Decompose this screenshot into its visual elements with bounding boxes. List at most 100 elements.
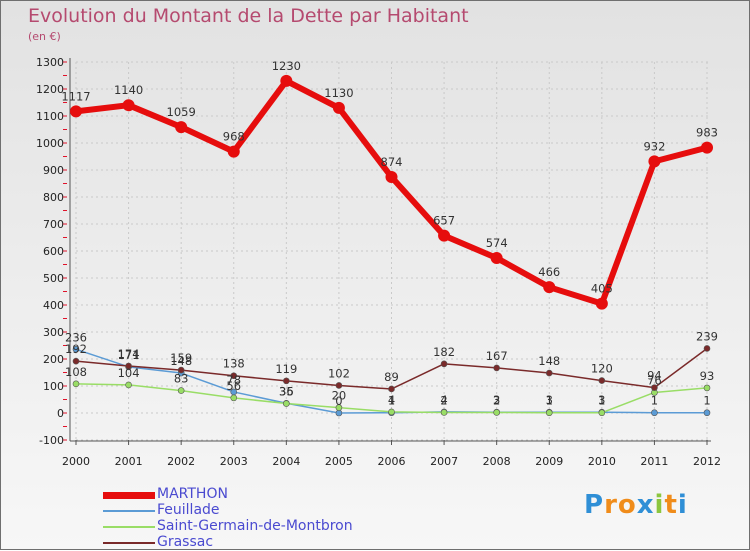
y-tick-label: 1000 [36,137,64,150]
data-label: 104 [118,366,140,380]
y-tick-label: 600 [43,245,64,258]
data-point [703,409,711,417]
legend-swatch [103,491,155,499]
data-point [175,121,188,134]
logo-letter: r [604,490,618,520]
data-point [122,99,135,112]
data-label-layer: 1117 114010599681230113087465757446640593… [61,59,718,408]
legend-label: Saint-Germain-de-Montbron [157,518,353,534]
data-label: 1230 [272,59,301,73]
data-label: 0 [335,394,342,408]
y-tick-label: 800 [43,191,64,204]
data-label: 1140 [114,83,143,97]
data-point [388,385,395,393]
x-tick-label: 2004 [272,455,300,468]
logo-letter: t [664,490,678,520]
data-label: 1 [703,394,710,408]
data-label: 148 [170,354,192,368]
data-point [335,404,343,411]
axis-layer: -100010020030040050060070080090010001100… [36,56,721,468]
chart-title: Evolution du Montant de la Dette par Hab… [28,5,469,27]
data-point [493,409,500,416]
data-point [651,384,658,391]
data-point [230,394,238,402]
series-layer [70,74,713,417]
data-point [595,297,608,310]
x-tick-label: 2007 [430,455,458,468]
data-label: 405 [591,282,613,296]
data-label: 83 [174,372,189,386]
data-label: 148 [538,354,560,368]
data-point [703,345,711,352]
y-tick-label: 100 [43,380,64,393]
data-point [335,382,343,389]
data-label: 2 [493,393,500,407]
data-label: 3 [546,393,553,407]
data-point [125,381,132,389]
data-point [125,362,132,370]
data-point [493,364,500,372]
y-tick-label: 400 [43,299,64,312]
logo-letter: i [654,490,665,520]
legend-swatch [103,542,155,544]
data-label: 239 [696,329,718,343]
data-point [227,145,240,158]
x-tick-label: 2005 [325,455,353,468]
legend-label: MARTHON [157,486,228,502]
y-tick-label: 200 [43,353,64,366]
data-label: 119 [275,362,297,376]
data-label: 1 [598,394,605,408]
data-label: 1 [388,394,395,408]
data-point [280,74,293,87]
data-point [701,141,713,154]
data-point [177,366,185,374]
y-tick-label: 0 [57,407,64,420]
data-point [598,409,606,417]
data-label: 108 [65,365,87,379]
data-point [72,345,80,353]
legend-swatch [103,510,155,512]
legend-swatch [103,526,155,528]
data-label: 56 [226,379,241,393]
x-tick-label: 2010 [588,455,616,468]
y-tick-label: 1100 [36,110,64,123]
data-label: 466 [538,265,560,279]
data-label: 192 [65,342,87,356]
data-point [545,409,553,417]
x-tick-label: 2006 [378,455,406,468]
data-label: 35 [279,385,294,399]
data-label: 574 [486,236,508,250]
data-label: 932 [643,139,665,153]
y-tick-label: -100 [39,434,64,447]
data-point [283,377,290,385]
data-point [230,372,238,380]
chart-unit: (en €) [28,30,61,43]
y-tick-label: 900 [43,164,64,177]
data-label: 182 [433,345,455,359]
data-label: 983 [696,126,718,140]
data-label: 20 [332,389,347,403]
data-label: 657 [433,214,455,228]
data-point [648,155,661,168]
y-tick-label: 700 [43,218,64,231]
logo-letter: P [584,490,605,520]
data-label: 1117 [61,89,90,103]
x-tick-label: 2003 [220,455,248,468]
data-point [543,281,556,294]
data-label: 1130 [324,86,353,100]
grid-layer [75,61,711,441]
data-point [283,400,290,407]
data-label: 874 [381,155,403,169]
x-tick-label: 2001 [115,455,143,468]
data-point [490,252,503,265]
data-label: 138 [223,357,245,371]
data-label: 102 [328,366,350,380]
y-tick-label: 300 [43,326,64,339]
data-label: 174 [118,347,140,361]
data-point [651,409,658,417]
data-point [545,369,553,377]
data-label: 1 [546,394,553,408]
data-label: 167 [486,349,508,363]
y-tick-label: 500 [43,272,64,285]
x-tick-label: 2002 [167,455,195,468]
